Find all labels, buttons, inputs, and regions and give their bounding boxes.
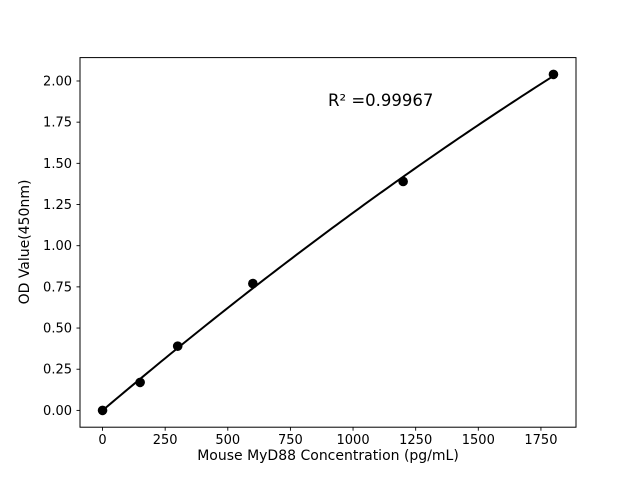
y-tick-label: 0.25 [43,363,72,378]
r-squared-annotation: R² =0.99967 [328,90,434,110]
x-tick-label: 1500 [462,433,495,448]
data-point [548,69,559,80]
x-tick-label: 250 [153,433,178,448]
y-tick-label: 0.00 [43,404,72,419]
x-tick-label: 750 [278,433,303,448]
data-point [398,176,408,187]
y-tick-label: 2.00 [43,74,72,89]
y-tick-label: 1.50 [43,157,72,172]
x-tick-label: 1250 [399,433,432,448]
data-point [97,405,108,416]
x-tick-label: 0 [98,433,106,448]
x-tick-label: 1750 [524,433,557,448]
axes-frame [79,57,577,428]
y-axis-label: OD Value(450nm) [17,179,33,305]
x-tick-label: 1000 [337,433,370,448]
x-tick-label: 500 [215,433,240,448]
y-tick-label: 0.50 [43,322,72,337]
data-point [135,377,145,388]
x-axis-label: Mouse MyD88 Concentration (pg/mL) [197,448,459,464]
y-tick-label: 0.75 [43,280,72,295]
fit-curve-line [101,74,555,412]
y-tick-label: 1.75 [43,116,72,131]
y-tick-label: 1.25 [43,198,72,213]
data-point [248,278,258,289]
data-point [172,341,183,351]
y-tick-label: 1.00 [43,239,72,254]
